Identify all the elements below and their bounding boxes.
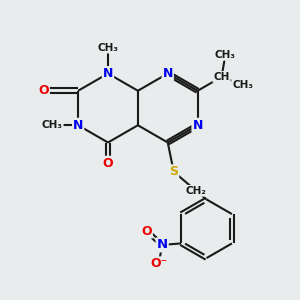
Text: O: O	[38, 84, 49, 97]
Text: CH₃: CH₃	[98, 43, 118, 52]
Text: N: N	[73, 119, 83, 132]
Text: O⁻: O⁻	[150, 257, 167, 270]
Text: CH₂: CH₂	[186, 186, 207, 196]
Text: N: N	[192, 119, 203, 132]
Text: O: O	[103, 157, 113, 170]
Text: S: S	[169, 165, 178, 178]
Text: N: N	[157, 238, 168, 251]
Text: O: O	[141, 225, 152, 238]
Text: CH₃: CH₃	[42, 120, 63, 130]
Text: CH₃: CH₃	[215, 50, 236, 60]
Text: CH: CH	[213, 72, 230, 82]
Text: N: N	[163, 67, 173, 80]
Text: N: N	[103, 67, 113, 80]
Text: CH₃: CH₃	[232, 80, 253, 90]
